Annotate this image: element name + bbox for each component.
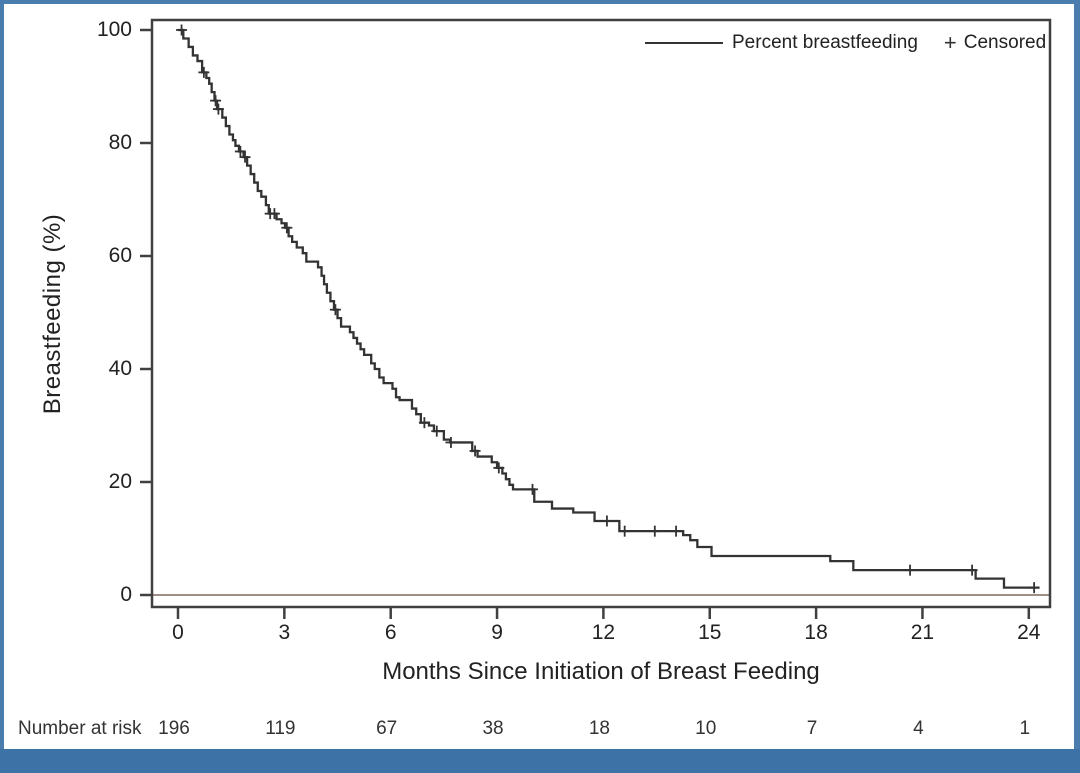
censor-mark [281,222,293,234]
censor-mark [445,436,457,448]
x-tick-label: 6 [384,621,397,644]
number-at-risk-value: 18 [588,718,610,739]
censor-mark [469,445,481,457]
censor-mark [198,66,210,78]
legend-censored-label: Censored [963,32,1047,53]
y-tick-label: 40 [108,357,132,380]
censor-mark [239,151,251,163]
number-at-risk-value: 196 [158,718,190,739]
censor-mark [431,425,443,437]
figure-border-right [1074,0,1080,773]
number-at-risk-value: 10 [695,718,717,739]
number-at-risk-value: 7 [806,718,818,739]
number-at-risk-value: 4 [913,718,924,739]
number-at-risk-value: 119 [265,718,296,739]
censor-mark [329,304,341,316]
km-chart-svg [140,18,1052,619]
figure-bottom-bar [0,749,1080,773]
figure-border-top [0,0,1080,4]
censor-mark [210,95,222,107]
censored-plus-icon: + [943,30,957,55]
censor-mark [234,145,246,157]
number-at-risk-row: Number at risk 196 119 67 38 18 10 7 4 1 [0,718,1080,742]
censor-mark [176,24,188,36]
y-tick-label: 80 [108,131,132,154]
x-tick-label: 9 [491,621,503,644]
x-tick-label: 18 [804,621,828,644]
km-curve [178,28,1040,589]
number-at-risk-value: 38 [482,718,504,739]
censor-mark [649,525,661,537]
y-tick-label: 60 [108,244,132,267]
censor-mark [268,208,280,220]
x-tick-label: 0 [172,621,184,644]
censor-mark [670,525,682,537]
censor-mark [418,417,430,429]
censor-mark [1028,582,1040,594]
x-tick-label: 24 [1017,621,1041,644]
number-at-risk-value: 67 [376,718,398,739]
y-axis-title: Breastfeeding (%) [39,213,66,415]
number-at-risk-value: 1 [1019,718,1031,739]
x-tick-label: 21 [910,621,935,644]
censor-mark [493,462,505,474]
legend-line-sample [645,42,723,44]
censor-mark [601,515,613,527]
censor-mark [212,103,224,115]
legend: Percent breastfeeding + Censored [645,32,1046,54]
x-tick-label: 3 [278,621,291,644]
censor-mark [527,483,538,495]
plot-frame [150,18,1052,609]
y-tick-label: 100 [96,18,132,41]
censor-mark [904,564,916,576]
x-tick-label: 12 [591,621,616,644]
y-tick-label: 20 [108,470,132,493]
censor-mark [966,564,978,576]
legend-series-label: Percent breastfeeding [732,32,918,53]
x-tick-label: 15 [698,621,722,644]
number-at-risk-label: Number at risk [18,718,142,739]
y-tick-label: 0 [120,583,132,606]
x-axis-title: Months Since Initiation of Breast Feedin… [382,658,820,685]
figure-border-left [0,0,4,773]
censor-mark [619,525,631,537]
